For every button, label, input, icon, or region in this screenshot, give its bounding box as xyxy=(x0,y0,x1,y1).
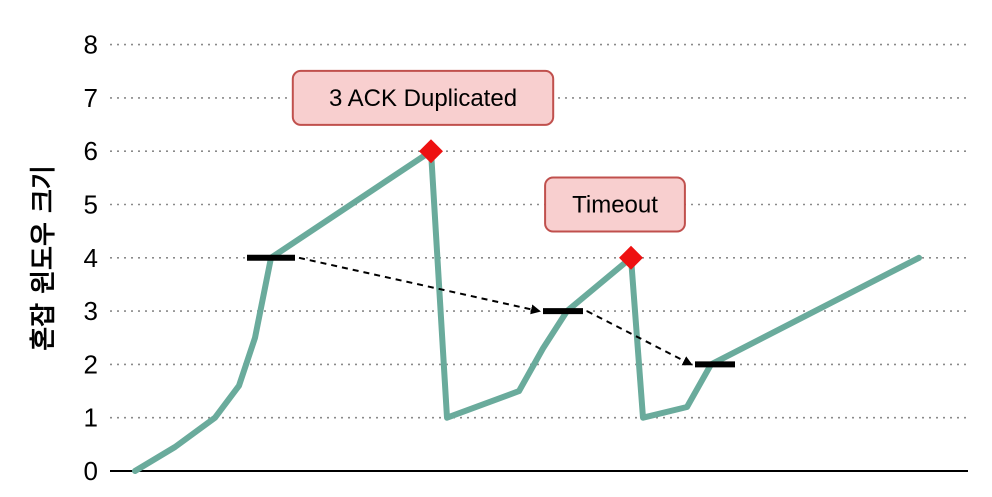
annotation-label: Timeout xyxy=(572,192,658,219)
y-tick-label: 1 xyxy=(84,403,98,433)
peak-marker xyxy=(619,245,643,270)
annotation-box xyxy=(544,176,686,233)
y-tick-label: 2 xyxy=(84,349,98,379)
y-tick-label: 3 xyxy=(84,296,98,326)
ssthresh-arrow xyxy=(586,310,693,366)
annotation-label: 3 ACK Duplicated xyxy=(329,85,517,112)
ssthresh-arrow xyxy=(298,256,541,315)
series-layer xyxy=(132,148,922,474)
axes: 0 1 2 3 4 5 6 7 8 xyxy=(84,30,968,486)
cwnd-series-line xyxy=(132,148,922,474)
annotation-layer: 3 ACK Duplicated Timeout xyxy=(291,69,686,233)
y-tick-label: 0 xyxy=(84,456,98,486)
peak-layer xyxy=(419,139,643,270)
y-tick-label: 7 xyxy=(84,83,98,113)
annotation-box xyxy=(291,69,555,126)
y-tick-label: 8 xyxy=(84,30,98,60)
y-tick-label: 4 xyxy=(84,243,98,273)
arrow-layer xyxy=(298,256,693,366)
y-axis-label: 혼잡 윈도우 크기 xyxy=(29,165,59,351)
y-tick-label: 6 xyxy=(84,136,98,166)
peak-marker xyxy=(419,139,443,164)
threshold-layer xyxy=(247,254,735,368)
y-tick-label: 5 xyxy=(84,190,98,220)
